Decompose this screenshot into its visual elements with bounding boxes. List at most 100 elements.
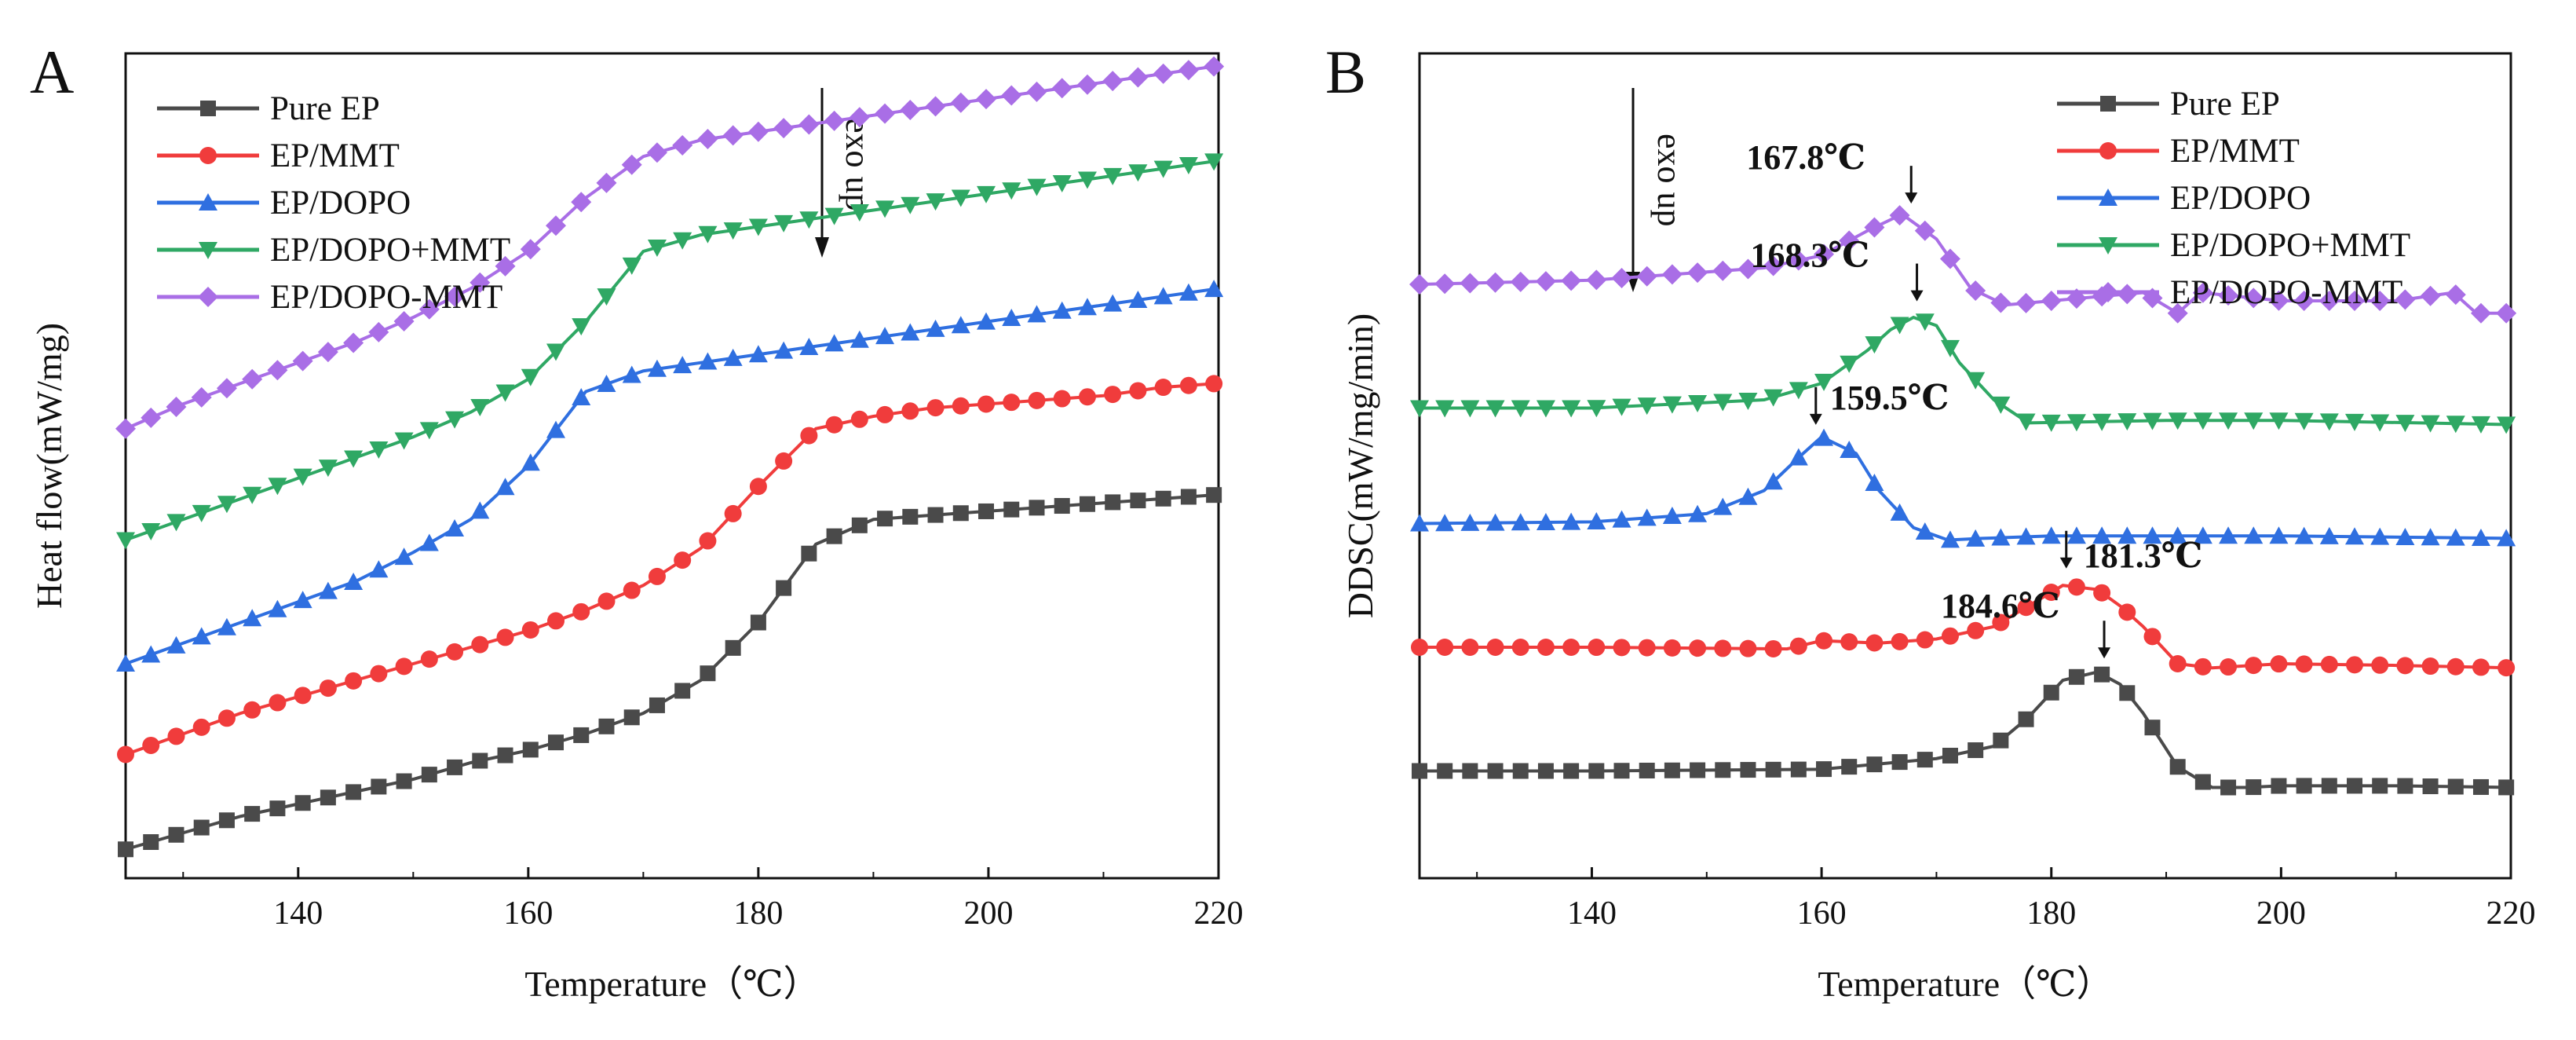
data-point-marker [1790,761,1807,778]
data-point-marker [470,501,490,519]
data-point-marker [851,517,868,533]
data-point-marker [598,718,615,734]
data-point-marker [396,773,412,789]
data-point-marker [2194,657,2212,676]
data-point-marker [1612,398,1631,416]
data-point-marker [1940,339,1960,357]
data-point-marker [976,89,997,110]
data-point-marker [875,200,895,218]
data-point-marker [1153,160,1173,178]
data-point-marker [824,334,844,352]
data-point-marker [849,107,870,128]
data-point-marker [1460,513,1480,531]
data-point-marker [672,134,693,156]
data-point-marker [573,727,590,743]
panel-a-legend-item: EP/DOPO+MMT [157,232,510,269]
data-point-marker [572,602,590,621]
data-point-marker [2395,289,2416,310]
data-point-marker [1613,639,1631,657]
data-point-marker [1410,514,1429,532]
panel-b-series-ep-dopo-mmt [1409,205,2517,324]
data-point-marker [2471,416,2490,434]
data-point-marker [1587,400,1606,418]
data-point-marker [674,683,691,699]
data-point-marker [1687,262,1708,284]
data-point-marker [2268,290,2289,311]
data-point-marker [1865,336,1884,354]
data-point-marker [978,503,995,519]
data-point-marker [420,650,438,668]
data-point-marker [2347,778,2363,794]
data-point-marker [1462,763,1478,779]
data-point-marker [2245,779,2262,796]
peak-arrow-head [1910,290,1924,302]
data-point-marker [1179,376,1197,394]
data-point-marker [1636,265,1657,287]
data-point-marker [2344,291,2366,311]
data-point-marker [343,332,364,353]
data-point-marker [749,478,767,496]
data-point-marker [1076,74,1098,95]
panel-a-series-ep-dopo-mmt [116,153,1224,550]
data-point-marker [674,551,692,569]
data-point-marker [571,192,592,213]
data-point-marker [1536,400,1555,418]
data-point-marker [824,110,845,131]
data-point-marker [724,504,742,522]
data-point-marker [747,121,769,142]
data-point-marker [597,375,616,393]
data-point-marker [447,759,463,775]
data-point-marker [495,255,516,276]
data-point-marker [2220,658,2238,676]
data-point-marker [1054,498,1070,515]
data-point-marker [826,528,842,544]
data-point-marker [1204,56,1225,77]
data-point-marker [2447,778,2464,795]
panel-b-peak-annotation: 184.6℃ [1941,587,2111,659]
data-point-marker [2243,287,2264,309]
data-point-marker [2293,291,2315,311]
data-point-marker [597,288,616,306]
data-point-marker [1689,639,1707,657]
data-point-marker [2294,412,2314,430]
data-point-marker [1511,400,1530,418]
data-point-marker [950,92,971,113]
data-point-marker [2016,413,2036,431]
peak-label: 168.3℃ [1751,236,1870,275]
data-point-marker [1537,763,1554,779]
data-point-marker [649,697,665,713]
data-point-marker [1052,301,1072,319]
data-point-marker [242,368,263,390]
data-point-marker [243,486,262,504]
data-point-marker [2395,527,2415,545]
panel-b-series-ep-dopo-mmt [1410,313,2516,434]
data-point-marker [418,298,440,320]
peak-arrow-head [2098,647,2111,659]
data-point-marker [2345,527,2365,545]
data-point-marker [1154,379,1172,397]
data-point-marker [622,365,641,383]
data-point-marker [2167,302,2188,324]
data-point-marker [2421,657,2439,676]
data-point-marker [700,665,716,682]
data-point-marker [952,505,969,522]
panel-b-x-tick-label: 160 [1797,895,1847,932]
data-point-marker [1487,763,1504,779]
data-point-marker [1764,639,1782,657]
data-point-marker [2446,528,2465,546]
data-point-marker [1968,742,1984,759]
data-point-marker [2168,412,2187,430]
data-point-marker [776,580,792,596]
data-point-marker [900,100,921,121]
data-point-marker [1205,375,1223,393]
peak-label: 159.5℃ [1830,379,1949,417]
panel-a-x-tick-label: 220 [1194,895,1244,932]
data-point-marker [1486,639,1504,656]
data-point-marker [876,405,894,423]
panel-b-letter: B [1325,38,1366,106]
data-point-marker [2497,659,2516,677]
data-point-marker [166,635,186,654]
panel-b-x-tick-label: 180 [2026,895,2076,932]
data-point-marker [1026,81,1047,102]
